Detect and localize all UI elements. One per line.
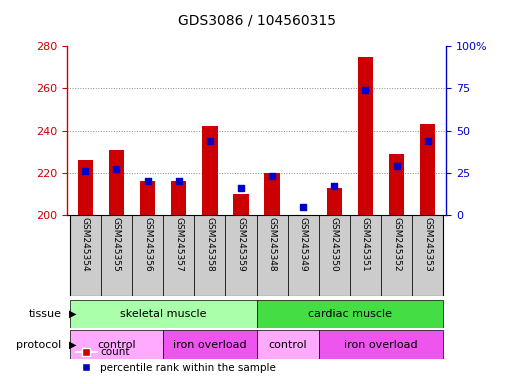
Point <box>424 137 432 144</box>
Text: GSM245348: GSM245348 <box>268 217 277 272</box>
Text: iron overload: iron overload <box>344 339 418 350</box>
Text: GSM245356: GSM245356 <box>143 217 152 272</box>
Point <box>144 178 152 184</box>
Text: tissue: tissue <box>29 309 62 319</box>
Bar <box>233 194 249 215</box>
Bar <box>109 149 124 215</box>
Point <box>330 183 339 189</box>
Bar <box>70 330 163 359</box>
Bar <box>171 181 187 215</box>
Bar <box>194 215 225 296</box>
Bar <box>326 188 342 215</box>
Bar <box>140 181 155 215</box>
Bar <box>350 215 381 296</box>
Point <box>361 87 369 93</box>
Bar <box>288 215 319 296</box>
Bar <box>225 215 256 296</box>
Bar <box>163 330 256 359</box>
Bar <box>256 330 319 359</box>
Text: control: control <box>268 339 307 350</box>
Point <box>112 166 121 172</box>
Text: GSM245350: GSM245350 <box>330 217 339 272</box>
Text: cardiac muscle: cardiac muscle <box>308 309 392 319</box>
Point <box>237 185 245 191</box>
Text: GSM245351: GSM245351 <box>361 217 370 272</box>
Bar <box>256 300 443 328</box>
Bar <box>381 215 412 296</box>
Text: GDS3086 / 104560315: GDS3086 / 104560315 <box>177 13 336 27</box>
Text: control: control <box>97 339 136 350</box>
Bar <box>264 173 280 215</box>
Point <box>174 178 183 184</box>
Bar <box>389 154 404 215</box>
Point <box>81 168 89 174</box>
Legend: count, percentile rank within the sample: count, percentile rank within the sample <box>72 343 280 377</box>
Bar <box>319 330 443 359</box>
Bar <box>70 300 256 328</box>
Text: GSM245349: GSM245349 <box>299 217 308 272</box>
Text: protocol: protocol <box>16 339 62 350</box>
Point <box>392 163 401 169</box>
Point <box>206 137 214 144</box>
Bar <box>77 160 93 215</box>
Bar <box>420 124 436 215</box>
Text: iron overload: iron overload <box>173 339 247 350</box>
Bar <box>202 126 218 215</box>
Bar <box>163 215 194 296</box>
Text: GSM245354: GSM245354 <box>81 217 90 272</box>
Text: GSM245353: GSM245353 <box>423 217 432 272</box>
Text: GSM245352: GSM245352 <box>392 217 401 272</box>
Text: ▶: ▶ <box>69 339 77 350</box>
Bar <box>256 215 288 296</box>
Bar <box>101 215 132 296</box>
Point <box>299 204 307 210</box>
Bar <box>132 215 163 296</box>
Point <box>268 173 276 179</box>
Text: skeletal muscle: skeletal muscle <box>120 309 206 319</box>
Bar <box>412 215 443 296</box>
Text: GSM245355: GSM245355 <box>112 217 121 272</box>
Text: GSM245358: GSM245358 <box>205 217 214 272</box>
Bar <box>70 215 101 296</box>
Bar <box>319 215 350 296</box>
Text: GSM245357: GSM245357 <box>174 217 183 272</box>
Text: GSM245359: GSM245359 <box>236 217 245 272</box>
Text: ▶: ▶ <box>69 309 77 319</box>
Bar <box>358 56 373 215</box>
